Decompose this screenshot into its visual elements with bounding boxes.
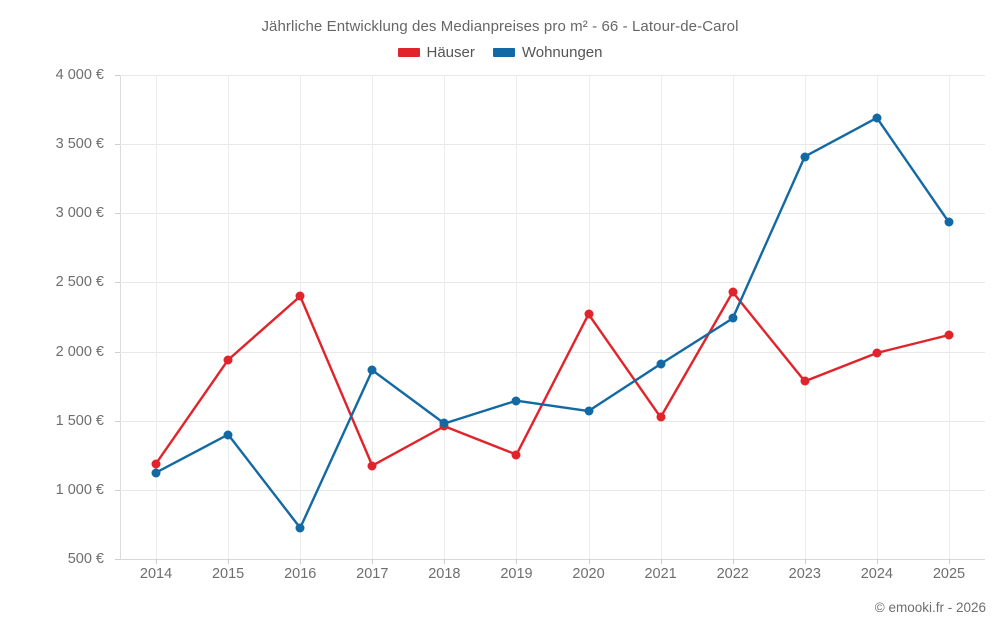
x-axis-tick-label: 2017 [356,566,389,582]
data-point-marker[interactable] [367,461,377,471]
legend-item-wohnungen[interactable]: Wohnungen [492,44,603,61]
data-point-marker[interactable] [223,355,233,365]
plot-area [120,75,985,559]
x-axis-line [120,559,985,560]
x-axis-tick-mark [516,559,518,564]
x-axis-tick-label: 2019 [500,566,533,582]
legend-label-wohnungen: Wohnungen [521,44,603,61]
x-axis-tick-mark [588,559,590,564]
data-point-marker[interactable] [728,287,738,297]
gridline-vertical [156,75,158,559]
gridline-vertical [804,75,806,559]
gridline-horizontal [120,213,985,215]
x-axis-tick-mark [804,559,806,564]
gridline-vertical [300,75,302,559]
x-axis-tick-label: 2021 [644,566,677,582]
data-point-marker[interactable] [511,450,521,460]
gridline-vertical [660,75,662,559]
data-point-marker[interactable] [295,523,305,533]
gridline-horizontal [120,420,985,422]
data-point-marker[interactable] [944,330,954,340]
data-point-marker[interactable] [295,291,305,301]
x-axis-tick-label: 2015 [211,566,245,582]
x-axis-tick-label: 2016 [284,566,317,582]
gridline-vertical [228,75,230,559]
data-point-marker[interactable] [584,406,594,416]
gridline-horizontal [120,351,985,353]
x-axis-tick-mark [660,559,662,564]
x-axis-tick-mark [372,559,374,564]
x-axis-tick-label: 2023 [788,566,821,582]
x-axis-tick-mark [444,559,446,564]
x-axis-tick-mark [732,559,734,564]
x-axis-tick-mark [300,559,302,564]
gridline-horizontal [120,489,985,491]
x-axis-tick-label: 2022 [716,566,749,582]
data-point-marker[interactable] [728,313,738,323]
data-point-marker[interactable] [800,376,810,386]
data-point-marker[interactable] [511,396,521,406]
y-axis-line [120,75,121,559]
legend-color-swatch-wohnungen [492,48,515,57]
gridline-horizontal [120,282,985,284]
data-point-marker[interactable] [656,359,666,369]
gridline-vertical [948,75,950,559]
data-point-marker[interactable] [872,113,882,123]
chart-legend: Häuser Wohnungen [0,44,1000,61]
gridline-horizontal [120,144,985,146]
data-point-marker[interactable] [800,152,810,162]
x-axis-tick-label: 2024 [860,566,894,582]
legend-color-swatch-hauser [397,48,420,57]
x-axis-tick-label: 2025 [932,566,966,582]
x-axis-tick-label: 2018 [428,566,461,582]
x-axis-tick-label: 2020 [572,566,605,582]
data-point-marker[interactable] [151,468,161,478]
x-axis-tick-mark [156,559,158,564]
chart-title: Jährliche Entwicklung des Medianpreises … [261,18,739,35]
data-point-marker[interactable] [872,348,882,358]
legend-label-hauser: Häuser [426,44,475,61]
legend-item-hauser[interactable]: Häuser [397,44,475,61]
gridline-vertical [876,75,878,559]
x-axis-tick-label: 2014 [139,566,173,582]
gridline-vertical [516,75,518,559]
gridline-horizontal [120,75,985,76]
series-line-wohnungen [154,116,951,530]
data-point-marker[interactable] [223,430,233,440]
x-axis-tick-mark [876,559,878,564]
data-point-marker[interactable] [151,459,161,469]
data-point-marker[interactable] [944,217,954,227]
footer-credit: © emooki.fr - 2026 [874,600,986,615]
data-point-marker[interactable] [656,412,666,422]
data-point-marker[interactable] [439,418,449,428]
data-point-marker[interactable] [584,309,594,319]
series-line-häuser [154,290,951,467]
gridline-vertical [444,75,446,559]
x-axis-tick-mark [948,559,950,564]
data-point-marker[interactable] [367,365,377,375]
x-axis-tick-mark [228,559,230,564]
gridline-vertical [372,75,374,559]
